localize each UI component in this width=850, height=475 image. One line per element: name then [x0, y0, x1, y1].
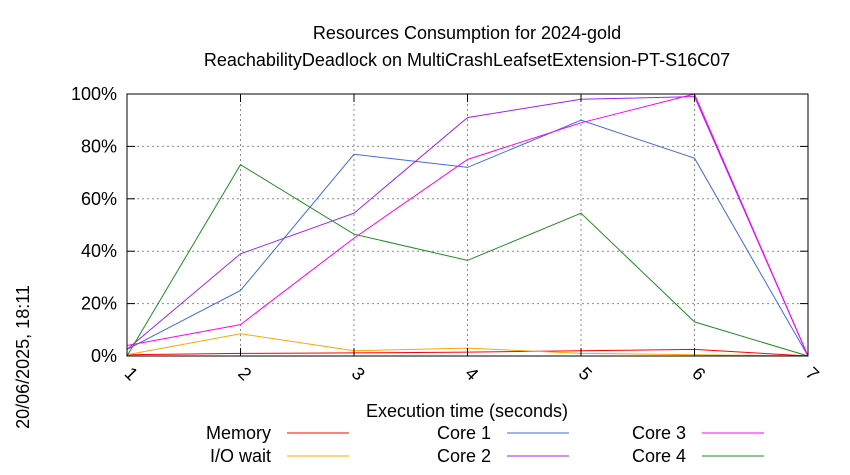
legend-label-core-3: Core 3: [632, 423, 686, 443]
x-tick-label: 3: [348, 363, 369, 384]
legend-label-core-2: Core 2: [437, 446, 491, 466]
y-tick-label: 20%: [81, 294, 117, 314]
grid-lines: [127, 94, 808, 356]
x-axis-label: Execution time (seconds): [366, 401, 568, 421]
x-tick-label: 2: [234, 363, 255, 384]
y-tick-label: 80%: [81, 136, 117, 156]
x-tick-label: 4: [461, 363, 482, 384]
legend-label-memory: Memory: [206, 423, 271, 443]
x-tick-label: 7: [802, 363, 823, 384]
series-line-core-4: [126, 164, 809, 357]
legend-label-core-1: Core 1: [437, 423, 491, 443]
legend-label-i-o-wait: I/O wait: [210, 446, 271, 466]
legend-label-core-4: Core 4: [632, 446, 686, 466]
y-tick-label: 60%: [81, 189, 117, 209]
y-tick-label: 0%: [91, 346, 117, 366]
timestamp-label: 20/06/2025, 18:11: [13, 285, 33, 429]
y-tick-label: 40%: [81, 241, 117, 261]
x-tick-label: 5: [575, 363, 596, 384]
x-tick-label: 1: [121, 363, 142, 384]
x-tick-label: 6: [688, 363, 709, 384]
chart-subtitle: ReachabilityDeadlock on MultiCrashLeafse…: [204, 50, 730, 70]
series-line-core-1: [126, 119, 809, 357]
chart-title: Resources Consumption for 2024-gold: [313, 23, 621, 43]
y-tick-label: 100%: [71, 84, 117, 104]
legend: Memory I/O wait Core 1 Core 2 Core 3 Core 4: [206, 423, 764, 466]
